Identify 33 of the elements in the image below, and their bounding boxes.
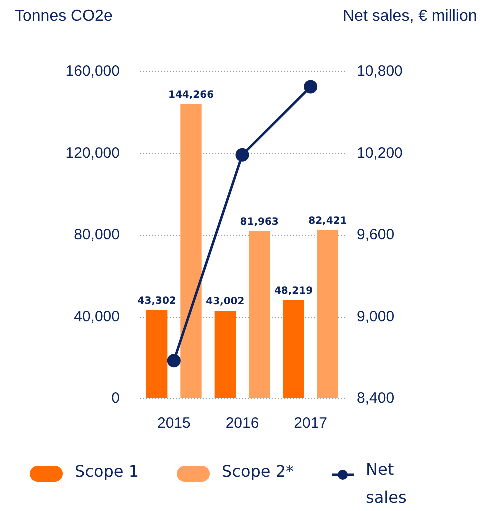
y2-axis-title: Net sales, € million bbox=[343, 8, 478, 26]
y2-tick-label: 9,600 bbox=[357, 226, 395, 244]
y2-tick-label: 10,200 bbox=[357, 144, 403, 162]
y-tick-label: 120,000 bbox=[66, 144, 120, 162]
point bbox=[236, 148, 250, 162]
y2-tick-label: 8,400 bbox=[357, 390, 395, 408]
x-tick-label: 2015 bbox=[157, 415, 191, 432]
y2-tick-label: 10,800 bbox=[357, 63, 403, 80]
y2-tick-label: 9,000 bbox=[357, 308, 395, 326]
bar bbox=[248, 231, 270, 398]
legend-label: Scope 1 bbox=[75, 462, 140, 481]
y-tick-label: 40,000 bbox=[74, 308, 120, 326]
legend-label: Scope 2* bbox=[222, 462, 294, 481]
data-label: 43,002 bbox=[206, 296, 245, 308]
y-tick-label: 80,000 bbox=[74, 226, 120, 244]
bar bbox=[283, 300, 304, 398]
bar bbox=[317, 230, 339, 398]
bar bbox=[214, 311, 236, 398]
data-label: 82,421 bbox=[308, 216, 348, 228]
y-tick-label: 0 bbox=[112, 390, 120, 408]
point bbox=[167, 354, 181, 368]
x-tick-label: 2017 bbox=[294, 415, 328, 432]
bar bbox=[146, 310, 168, 398]
point bbox=[304, 80, 318, 94]
data-label: 48,219 bbox=[274, 286, 314, 298]
y-axis-title: Tonnes CO2e bbox=[15, 8, 113, 26]
data-label: 43,302 bbox=[138, 296, 176, 308]
bar bbox=[180, 104, 202, 398]
data-label: 144,266 bbox=[168, 90, 214, 101]
x-tick-label: 2016 bbox=[226, 415, 260, 432]
data-label: 81,963 bbox=[240, 217, 279, 228]
legend-label: Net sales bbox=[366, 459, 408, 509]
y-tick-label: 160,000 bbox=[66, 63, 120, 80]
